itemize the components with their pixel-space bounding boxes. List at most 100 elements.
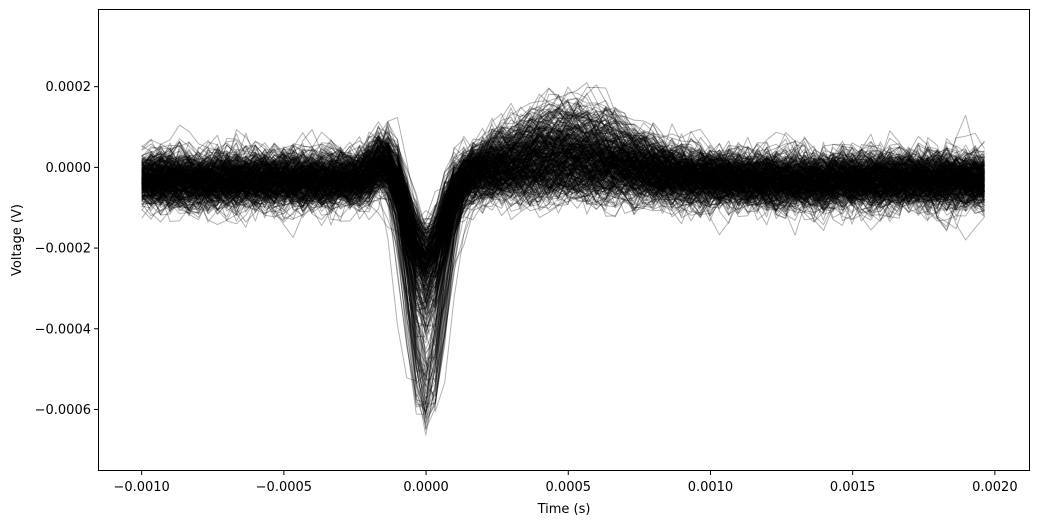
waveform-trace (141, 93, 985, 239)
waveform-trace (141, 148, 985, 395)
waveform-trace (141, 129, 985, 277)
waveform-trace (141, 137, 985, 414)
waveform-trace (141, 136, 985, 237)
x-tick-label: 0.0005 (546, 480, 592, 495)
waveform-trace (141, 140, 985, 258)
waveform-trace (141, 142, 985, 297)
waveform-trace (141, 107, 985, 247)
waveform-trace (141, 109, 985, 246)
waveform-trace (141, 144, 985, 288)
waveform-trace (141, 144, 985, 255)
waveform-trace (141, 100, 985, 228)
waveform-trace (141, 162, 985, 231)
waveform-trace (141, 153, 985, 271)
waveform-trace (141, 150, 985, 266)
waveform-trace (141, 136, 985, 335)
y-axis-title: Voltage (V) (10, 204, 25, 276)
waveform-trace (141, 152, 985, 282)
waveform-trace (141, 129, 985, 426)
waveform-trace (141, 155, 985, 271)
waveform-trace (141, 111, 985, 408)
waveform-trace (141, 142, 985, 338)
waveform-trace (141, 107, 985, 413)
waveform-trace (141, 139, 985, 266)
waveform-trace (141, 164, 985, 383)
waveform-trace (141, 136, 985, 311)
waveform-trace (141, 137, 985, 276)
waveform-trace (141, 146, 985, 254)
axes-frame (98, 9, 1030, 471)
waveform-trace (141, 162, 985, 366)
waveform-trace (141, 142, 985, 267)
waveform-trace (141, 109, 985, 266)
waveform-trace (141, 159, 985, 233)
waveform-trace (141, 144, 985, 235)
waveform-trace (141, 150, 985, 253)
waveform-trace (141, 155, 985, 297)
waveform-trace (141, 136, 985, 231)
waveform-trace (141, 147, 985, 303)
waveform-trace (141, 137, 985, 254)
waveform-trace (141, 154, 985, 304)
waveform-trace (141, 134, 985, 298)
waveform-trace (141, 153, 985, 250)
waveform-trace (141, 134, 985, 290)
waveform-trace (141, 113, 985, 277)
waveform-trace (141, 162, 985, 265)
waveform-trace (141, 129, 985, 355)
waveform-trace (141, 131, 985, 230)
waveform-trace (141, 123, 985, 263)
waveform-trace (141, 127, 985, 291)
waveform-trace (141, 135, 985, 236)
waveform-trace (141, 137, 985, 269)
waveform-trace (141, 154, 985, 279)
waveform-trace (141, 153, 985, 405)
x-tick-label: 0.0015 (830, 480, 876, 495)
waveform-trace (141, 159, 985, 281)
waveform-trace (141, 115, 985, 329)
waveform-trace (141, 101, 985, 257)
waveform-trace (141, 135, 985, 278)
waveform-trace (141, 146, 985, 373)
y-axis: 0.0002 0.0000 −0.0002 −0.0004 −0.0006 (35, 80, 99, 418)
waveform-trace (141, 142, 985, 334)
waveform-trace (141, 140, 985, 262)
waveform-trace (141, 135, 985, 312)
waveform-trace (141, 139, 985, 310)
waveform-trace (141, 133, 985, 265)
waveform-trace (141, 155, 985, 233)
waveform-trace (141, 148, 985, 264)
waveform-trace (141, 123, 985, 225)
waveform-trace (141, 145, 985, 278)
waveform-trace (141, 160, 985, 265)
waveform-trace (141, 137, 985, 257)
waveform-trace (141, 105, 985, 430)
waveform-trace (141, 141, 985, 347)
waveform-trace (141, 142, 985, 254)
waveform-trace (141, 132, 985, 248)
waveform-trace (141, 145, 985, 260)
waveform-trace (141, 152, 985, 254)
waveform-trace (141, 143, 985, 269)
waveform-trace (141, 131, 985, 302)
waveform-trace (141, 119, 985, 295)
waveform-trace (141, 156, 985, 309)
waveform-trace (141, 144, 985, 309)
waveform-trace (141, 133, 985, 381)
waveform-trace (141, 123, 985, 239)
waveform-trace (141, 137, 985, 244)
waveform-trace (141, 133, 985, 364)
waveform-trace (141, 138, 985, 249)
waveform-trace (141, 113, 985, 252)
waveform-trace (141, 113, 985, 263)
waveform-trace (141, 148, 985, 253)
waveform-trace (141, 167, 985, 304)
waveform-trace (141, 142, 985, 314)
waveform-trace (141, 142, 985, 273)
waveform-trace (141, 146, 985, 310)
waveform-trace (141, 123, 985, 291)
waveform-trace (141, 129, 985, 256)
y-tick-label: 0.0002 (46, 80, 92, 95)
waveform-trace (141, 151, 985, 273)
